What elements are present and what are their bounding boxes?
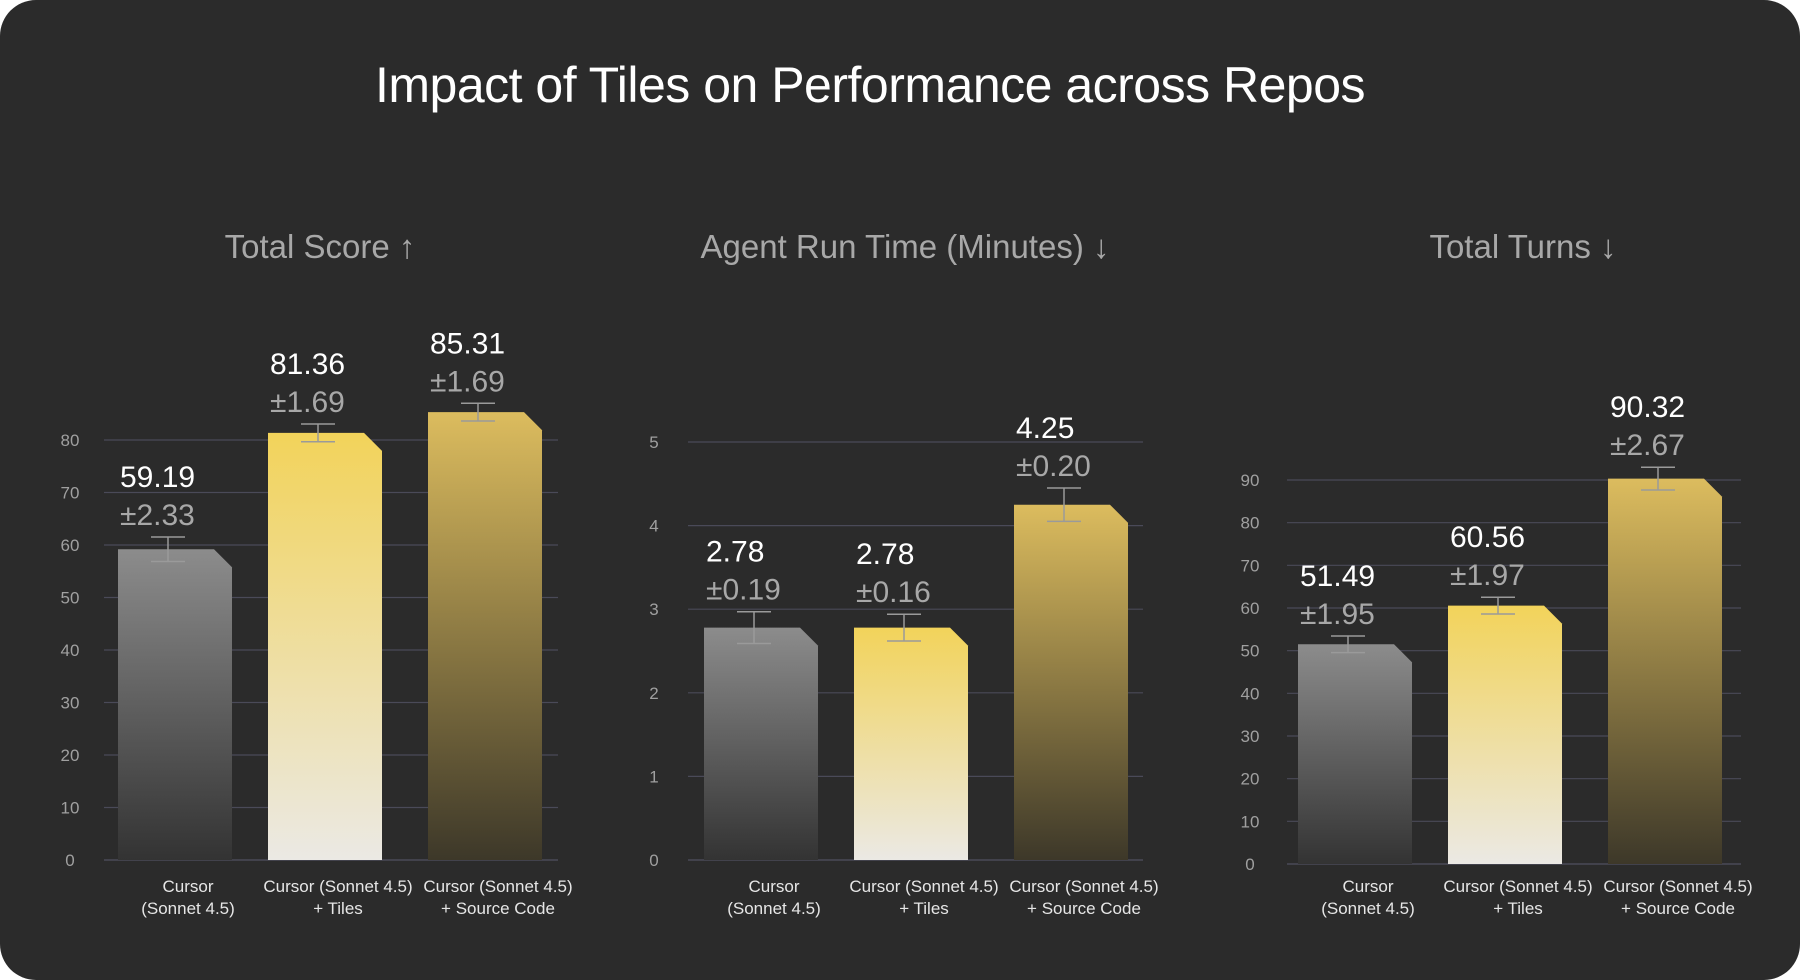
x-tick-label: Cursor (Sonnet 4.5) + Tiles <box>1443 877 1592 918</box>
data-label-error: ±0.20 <box>1016 450 1091 483</box>
x-tick-label: Cursor (Sonnet 4.5) + Source Code <box>1603 877 1752 918</box>
y-tick-label: 10 <box>61 799 80 818</box>
y-tick-label: 70 <box>1241 556 1260 575</box>
x-tick-label: Cursor (Sonnet 4.5) + Tiles <box>263 877 412 918</box>
x-tick-label: Cursor (Sonnet 4.5) <box>141 877 235 918</box>
data-label-value: 2.78 <box>706 536 764 569</box>
panel-title-total-turns: Total Turns ↓ <box>1429 228 1617 265</box>
data-label-value: 85.31 <box>430 327 505 360</box>
y-tick-label: 20 <box>1241 770 1260 789</box>
y-tick-label: 5 <box>649 433 658 452</box>
y-tick-label: 30 <box>1241 727 1260 746</box>
x-tick-label: Cursor (Sonnet 4.5) <box>1321 877 1415 918</box>
y-tick-label: 20 <box>61 746 80 765</box>
panel-title-total-score: Total Score ↑ <box>224 228 416 265</box>
data-label-error: ±1.97 <box>1450 559 1525 592</box>
x-tick-label: Cursor (Sonnet 4.5) + Source Code <box>423 877 572 918</box>
bar <box>704 627 818 860</box>
bar <box>428 412 542 860</box>
bar <box>1608 478 1722 864</box>
y-tick-label: 60 <box>1241 599 1260 618</box>
data-label-error: ±2.67 <box>1610 429 1685 462</box>
data-label-value: 60.56 <box>1450 521 1525 554</box>
y-tick-label: 40 <box>1241 684 1260 703</box>
bar <box>1014 504 1128 860</box>
data-label-error: ±1.95 <box>1300 598 1375 631</box>
data-label-value: 2.78 <box>856 538 914 571</box>
y-tick-label: 10 <box>1241 812 1260 831</box>
data-label-error: ±1.69 <box>270 386 345 419</box>
data-label-value: 4.25 <box>1016 412 1074 445</box>
bar <box>1448 605 1562 864</box>
y-tick-label: 80 <box>1241 514 1260 533</box>
y-tick-label: 1 <box>649 767 658 786</box>
data-label-error: ±0.19 <box>706 574 781 607</box>
y-tick-label: 80 <box>61 431 80 450</box>
y-tick-label: 0 <box>649 851 658 870</box>
y-tick-label: 50 <box>1241 642 1260 661</box>
y-tick-label: 0 <box>65 851 74 870</box>
bar <box>268 432 382 860</box>
y-tick-label: 60 <box>61 536 80 555</box>
bar <box>118 549 232 860</box>
data-label-value: 51.49 <box>1300 560 1375 593</box>
data-label-error: ±1.69 <box>430 365 505 398</box>
data-label-value: 81.36 <box>270 348 345 381</box>
y-tick-label: 30 <box>61 694 80 713</box>
bar <box>854 627 968 860</box>
main-title: Impact of Tiles on Performance across Re… <box>374 57 1366 113</box>
y-tick-label: 40 <box>61 641 80 660</box>
y-tick-label: 4 <box>649 517 658 536</box>
panel-title-agent-run-time: Agent Run Time (Minutes) ↓ <box>700 228 1110 265</box>
x-tick-label: Cursor (Sonnet 4.5) + Source Code <box>1009 877 1158 918</box>
y-tick-label: 2 <box>649 684 658 703</box>
bar <box>1298 644 1412 864</box>
y-tick-label: 70 <box>61 484 80 503</box>
data-label-error: ±2.33 <box>120 499 195 532</box>
y-tick-label: 3 <box>649 600 658 619</box>
data-label-value: 59.19 <box>120 461 195 494</box>
x-tick-label: Cursor (Sonnet 4.5) + Tiles <box>849 877 998 918</box>
y-tick-label: 90 <box>1241 471 1260 490</box>
y-tick-label: 50 <box>61 589 80 608</box>
data-label-value: 90.32 <box>1610 391 1685 424</box>
x-tick-label: Cursor (Sonnet 4.5) <box>727 877 821 918</box>
y-tick-label: 0 <box>1245 855 1254 874</box>
data-label-error: ±0.16 <box>856 576 931 609</box>
